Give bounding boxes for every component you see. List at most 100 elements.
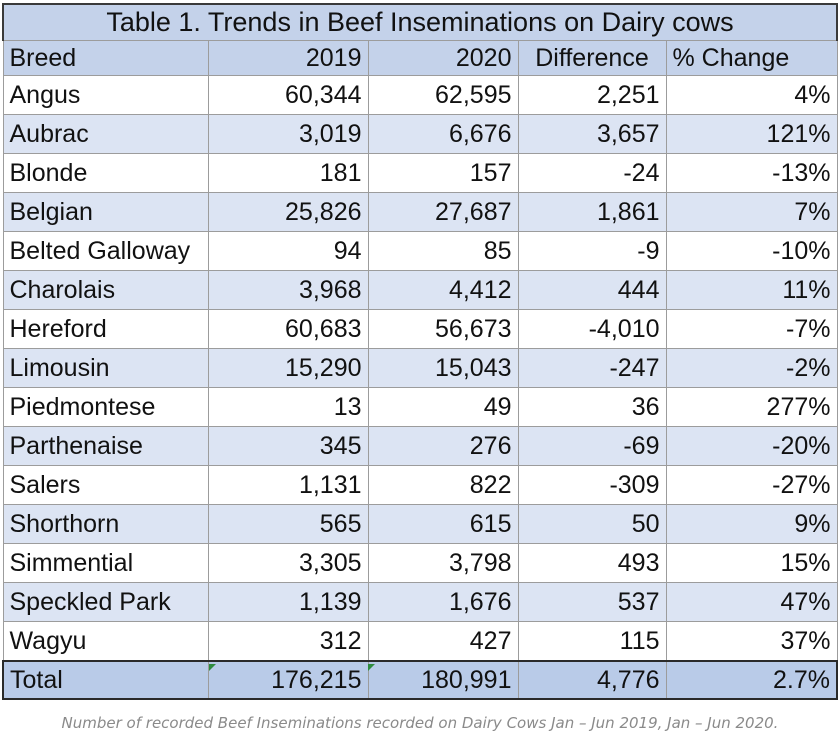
total-pct-change: 2.7% [665,660,838,700]
cell-2019: 60,683 [207,309,369,349]
table-row: Belgian 25,826 27,687 1,861 7% [2,192,838,232]
cell-2019: 25,826 [207,192,369,232]
cell-breed: Aubrac [2,114,209,154]
table-header-row: Breed 2019 2020 Difference % Change [2,40,838,76]
table-row: Speckled Park 1,139 1,676 537 47% [2,582,838,622]
cell-breed: Wagyu [2,621,209,662]
cell-difference: 537 [517,582,667,622]
cell-pct-change: 9% [665,504,838,544]
cell-breed: Shorthorn [2,504,209,544]
cell-2020: 4,412 [367,270,519,310]
cell-pct-change: 47% [665,582,838,622]
cell-2019: 565 [207,504,369,544]
header-pct-change: % Change [665,40,838,76]
cell-2019: 15,290 [207,348,369,388]
cell-2019: 3,019 [207,114,369,154]
header-2019: 2019 [207,40,369,76]
table-row: Angus 60,344 62,595 2,251 4% [2,75,838,115]
cell-pct-change: 11% [665,270,838,310]
total-label: Total [2,660,209,700]
cell-difference: -309 [517,465,667,505]
cell-difference: 493 [517,543,667,583]
cell-2019: 1,139 [207,582,369,622]
table-row: Blonde 181 157 -24 -13% [2,153,838,193]
cell-pct-change: 15% [665,543,838,583]
table-row: Wagyu 312 427 115 37% [2,621,838,662]
cell-breed: Belgian [2,192,209,232]
table-row: Belted Galloway 94 85 -9 -10% [2,231,838,271]
header-breed: Breed [2,40,209,76]
cell-pct-change: -13% [665,153,838,193]
inseminations-table-container: Table 1. Trends in Beef Inseminations on… [2,3,838,700]
table-row: Aubrac 3,019 6,676 3,657 121% [2,114,838,154]
table-row: Simmential 3,305 3,798 493 15% [2,543,838,583]
cell-2019: 13 [207,387,369,427]
cell-2019: 345 [207,426,369,466]
cell-difference: -4,010 [517,309,667,349]
cell-difference: 50 [517,504,667,544]
cell-difference: 3,657 [517,114,667,154]
cell-2020: 276 [367,426,519,466]
cell-breed: Salers [2,465,209,505]
total-difference: 4,776 [517,660,667,700]
cell-difference: 2,251 [517,75,667,115]
cell-pct-change: 7% [665,192,838,232]
cell-2020: 822 [367,465,519,505]
total-2020: 180,991 [367,660,519,700]
table-row: Charolais 3,968 4,412 444 11% [2,270,838,310]
header-2020: 2020 [367,40,519,76]
cell-difference: 36 [517,387,667,427]
cell-breed: Hereford [2,309,209,349]
table-row: Hereford 60,683 56,673 -4,010 -7% [2,309,838,349]
table-row: Piedmontese 13 49 36 277% [2,387,838,427]
cell-2020: 62,595 [367,75,519,115]
table-row: Limousin 15,290 15,043 -247 -2% [2,348,838,388]
cell-pct-change: -27% [665,465,838,505]
cell-difference: -24 [517,153,667,193]
cell-2019: 60,344 [207,75,369,115]
table-row: Parthenaise 345 276 -69 -20% [2,426,838,466]
cell-2020: 6,676 [367,114,519,154]
total-2019: 176,215 [207,660,369,700]
cell-breed: Limousin [2,348,209,388]
cell-2019: 94 [207,231,369,271]
cell-2019: 1,131 [207,465,369,505]
cell-2020: 56,673 [367,309,519,349]
cell-2020: 15,043 [367,348,519,388]
formula-error-marker [368,664,375,671]
cell-2020: 157 [367,153,519,193]
cell-pct-change: -10% [665,231,838,271]
cell-2020: 49 [367,387,519,427]
cell-difference: -9 [517,231,667,271]
cell-2020: 615 [367,504,519,544]
cell-pct-change: -20% [665,426,838,466]
cell-breed: Charolais [2,270,209,310]
cell-2020: 427 [367,621,519,662]
total-row: Total 176,215 180,991 4,776 2.7% [2,660,838,700]
cell-2020: 3,798 [367,543,519,583]
cell-breed: Speckled Park [2,582,209,622]
table-caption: Number of recorded Beef Inseminations re… [61,714,779,732]
cell-difference: 444 [517,270,667,310]
cell-breed: Belted Galloway [2,231,209,271]
inseminations-table: Table 1. Trends in Beef Inseminations on… [2,3,838,700]
cell-pct-change: 37% [665,621,838,662]
cell-pct-change: 277% [665,387,838,427]
table-title: Table 1. Trends in Beef Inseminations on… [2,3,838,41]
cell-pct-change: 4% [665,75,838,115]
cell-2019: 312 [207,621,369,662]
cell-2020: 1,676 [367,582,519,622]
cell-pct-change: -2% [665,348,838,388]
cell-breed: Simmential [2,543,209,583]
cell-difference: -69 [517,426,667,466]
cell-pct-change: 121% [665,114,838,154]
table-row: Salers 1,131 822 -309 -27% [2,465,838,505]
cell-breed: Angus [2,75,209,115]
cell-breed: Parthenaise [2,426,209,466]
formula-error-marker [209,664,216,671]
cell-difference: -247 [517,348,667,388]
cell-difference: 115 [517,621,667,662]
cell-2020: 27,687 [367,192,519,232]
cell-2020: 85 [367,231,519,271]
cell-breed: Piedmontese [2,387,209,427]
